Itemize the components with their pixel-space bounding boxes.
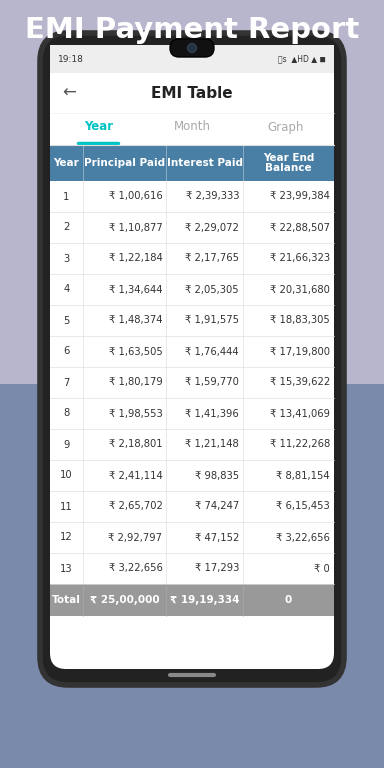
Text: ₹ 1,34,644: ₹ 1,34,644 [109, 284, 162, 294]
Text: ₹ 17,293: ₹ 17,293 [195, 564, 239, 574]
Text: ₹ 17,19,800: ₹ 17,19,800 [270, 346, 330, 356]
Text: ₹ 15,39,622: ₹ 15,39,622 [270, 378, 330, 388]
Text: 19:18: 19:18 [58, 55, 84, 64]
Text: Interest Paid: Interest Paid [167, 158, 243, 168]
Text: Year: Year [53, 158, 79, 168]
FancyBboxPatch shape [40, 33, 344, 685]
Bar [50, 212, 334, 243]
Bar [50, 429, 334, 460]
Text: ₹ 1,76,444: ₹ 1,76,444 [185, 346, 239, 356]
Text: ₹ 11,22,268: ₹ 11,22,268 [270, 439, 330, 449]
Text: ₹ 0: ₹ 0 [314, 564, 330, 574]
Bar [50, 584, 334, 616]
Text: 2: 2 [63, 223, 70, 233]
Text: ₹ 22,88,507: ₹ 22,88,507 [270, 223, 330, 233]
Text: ₹ 1,21,148: ₹ 1,21,148 [185, 439, 239, 449]
Text: ₹ 20,31,680: ₹ 20,31,680 [270, 284, 330, 294]
Bar [50, 274, 334, 305]
Text: 9: 9 [63, 439, 70, 449]
Text: 13: 13 [60, 564, 73, 574]
Bar [50, 336, 334, 367]
Bar [50, 460, 334, 491]
Text: EMI Payment Report: EMI Payment Report [25, 16, 359, 44]
Text: 0: 0 [285, 595, 292, 605]
Bar [50, 522, 334, 553]
Bar [0, 0, 384, 384]
Text: ₹ 13,41,069: ₹ 13,41,069 [270, 409, 330, 419]
Text: ₹ 1,98,553: ₹ 1,98,553 [109, 409, 162, 419]
Text: 7: 7 [63, 378, 70, 388]
Bar [50, 243, 334, 274]
Text: ₹ 23,99,384: ₹ 23,99,384 [270, 191, 330, 201]
Text: Month: Month [174, 121, 210, 134]
Text: ₹ 1,10,877: ₹ 1,10,877 [109, 223, 162, 233]
Text: 11: 11 [60, 502, 73, 511]
Text: ₹ 47,152: ₹ 47,152 [195, 532, 239, 542]
Text: Principal Paid: Principal Paid [84, 158, 165, 168]
Text: ₹ 1,22,184: ₹ 1,22,184 [109, 253, 162, 263]
Text: ₹ 3,22,656: ₹ 3,22,656 [109, 564, 162, 574]
Text: ₹ 1,41,396: ₹ 1,41,396 [185, 409, 239, 419]
Bar [50, 113, 334, 145]
Bar [50, 181, 334, 212]
Bar [50, 305, 334, 336]
Bar [50, 73, 334, 113]
Text: ₹ 2,65,702: ₹ 2,65,702 [109, 502, 162, 511]
Text: ₹ 6,15,453: ₹ 6,15,453 [276, 502, 330, 511]
Text: 8: 8 [63, 409, 70, 419]
Text: 4: 4 [63, 284, 70, 294]
Text: ₹ 21,66,323: ₹ 21,66,323 [270, 253, 330, 263]
Text: Ⓜs  ▲HD ▲ ◼: Ⓜs ▲HD ▲ ◼ [278, 55, 326, 64]
Text: Year End
Balance: Year End Balance [263, 153, 314, 174]
Text: ₹ 19,19,334: ₹ 19,19,334 [170, 595, 240, 605]
Text: ₹ 2,17,765: ₹ 2,17,765 [185, 253, 239, 263]
Text: Total: Total [52, 595, 81, 605]
Text: EMI Table: EMI Table [151, 85, 233, 101]
Text: 6: 6 [63, 346, 70, 356]
Text: 10: 10 [60, 471, 73, 481]
Text: 12: 12 [60, 532, 73, 542]
Circle shape [187, 44, 197, 52]
Text: ₹ 1,00,616: ₹ 1,00,616 [109, 191, 162, 201]
FancyBboxPatch shape [170, 39, 214, 57]
Text: ₹ 1,91,575: ₹ 1,91,575 [185, 316, 239, 326]
Text: 1: 1 [63, 191, 70, 201]
Text: ₹ 2,41,114: ₹ 2,41,114 [109, 471, 162, 481]
Bar [50, 553, 334, 584]
Text: ₹ 1,48,374: ₹ 1,48,374 [109, 316, 162, 326]
Text: ₹ 2,92,797: ₹ 2,92,797 [108, 532, 162, 542]
FancyBboxPatch shape [50, 45, 334, 669]
Bar [50, 491, 334, 522]
Text: Year: Year [84, 121, 113, 134]
Text: ←: ← [62, 84, 76, 102]
Text: ₹ 1,80,179: ₹ 1,80,179 [109, 378, 162, 388]
Text: ₹ 2,05,305: ₹ 2,05,305 [185, 284, 239, 294]
Text: ₹ 25,00,000: ₹ 25,00,000 [90, 595, 159, 605]
Text: 3: 3 [63, 253, 70, 263]
Text: ₹ 8,81,154: ₹ 8,81,154 [276, 471, 330, 481]
Text: ₹ 2,39,333: ₹ 2,39,333 [185, 191, 239, 201]
Bar [50, 398, 334, 429]
Text: ₹ 3,22,656: ₹ 3,22,656 [276, 532, 330, 542]
Bar [50, 145, 334, 181]
Text: ₹ 2,18,801: ₹ 2,18,801 [109, 439, 162, 449]
Bar [50, 45, 334, 73]
Text: ₹ 2,29,072: ₹ 2,29,072 [185, 223, 239, 233]
Bar [0, 384, 384, 768]
Text: ₹ 18,83,305: ₹ 18,83,305 [270, 316, 330, 326]
Text: ₹ 74,247: ₹ 74,247 [195, 502, 239, 511]
Text: 5: 5 [63, 316, 70, 326]
Text: ₹ 1,63,505: ₹ 1,63,505 [109, 346, 162, 356]
Text: ₹ 98,835: ₹ 98,835 [195, 471, 239, 481]
Text: ₹ 1,59,770: ₹ 1,59,770 [185, 378, 239, 388]
Bar [50, 367, 334, 398]
Text: Graph: Graph [268, 121, 304, 134]
